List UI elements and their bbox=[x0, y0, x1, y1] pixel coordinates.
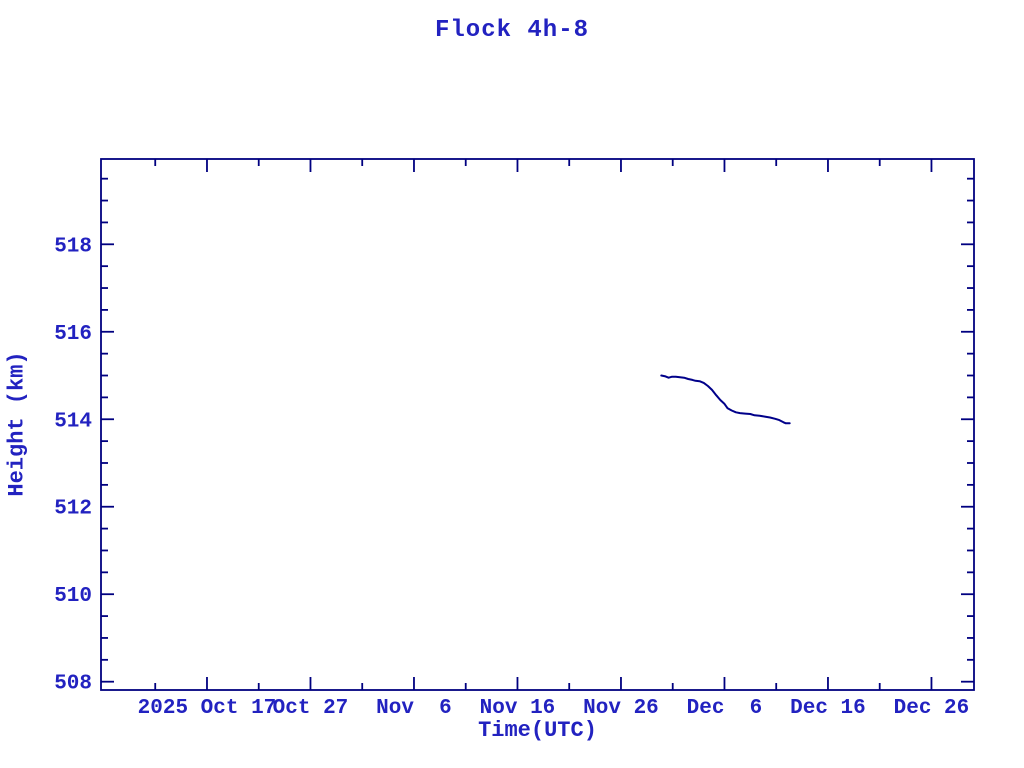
x-tick-label: Dec 6 bbox=[687, 697, 763, 720]
x-tick-label: Dec 26 bbox=[894, 697, 970, 720]
y-tick-label: 508 bbox=[54, 673, 92, 696]
data-line bbox=[660, 374, 791, 425]
x-tick-label: Oct 27 bbox=[273, 697, 349, 720]
x-tick-label: 2025 Oct 17 bbox=[138, 697, 277, 720]
plot-frame bbox=[100, 158, 975, 691]
chart-title: Flock 4h-8 bbox=[434, 17, 590, 44]
x-tick-label: Dec 16 bbox=[790, 697, 866, 720]
x-tick-label: Nov 6 bbox=[376, 697, 452, 720]
y-tick-label: 512 bbox=[54, 498, 92, 521]
x-tick-label: Nov 26 bbox=[583, 697, 659, 720]
x-tick-label: Nov 16 bbox=[480, 697, 556, 720]
y-tick-label: 514 bbox=[54, 410, 92, 433]
y-tick-label: 510 bbox=[54, 585, 92, 608]
y-tick-label: 516 bbox=[54, 323, 92, 346]
y-tick-label: 518 bbox=[54, 235, 92, 258]
x-axis-title: Time(UTC) bbox=[478, 718, 597, 743]
